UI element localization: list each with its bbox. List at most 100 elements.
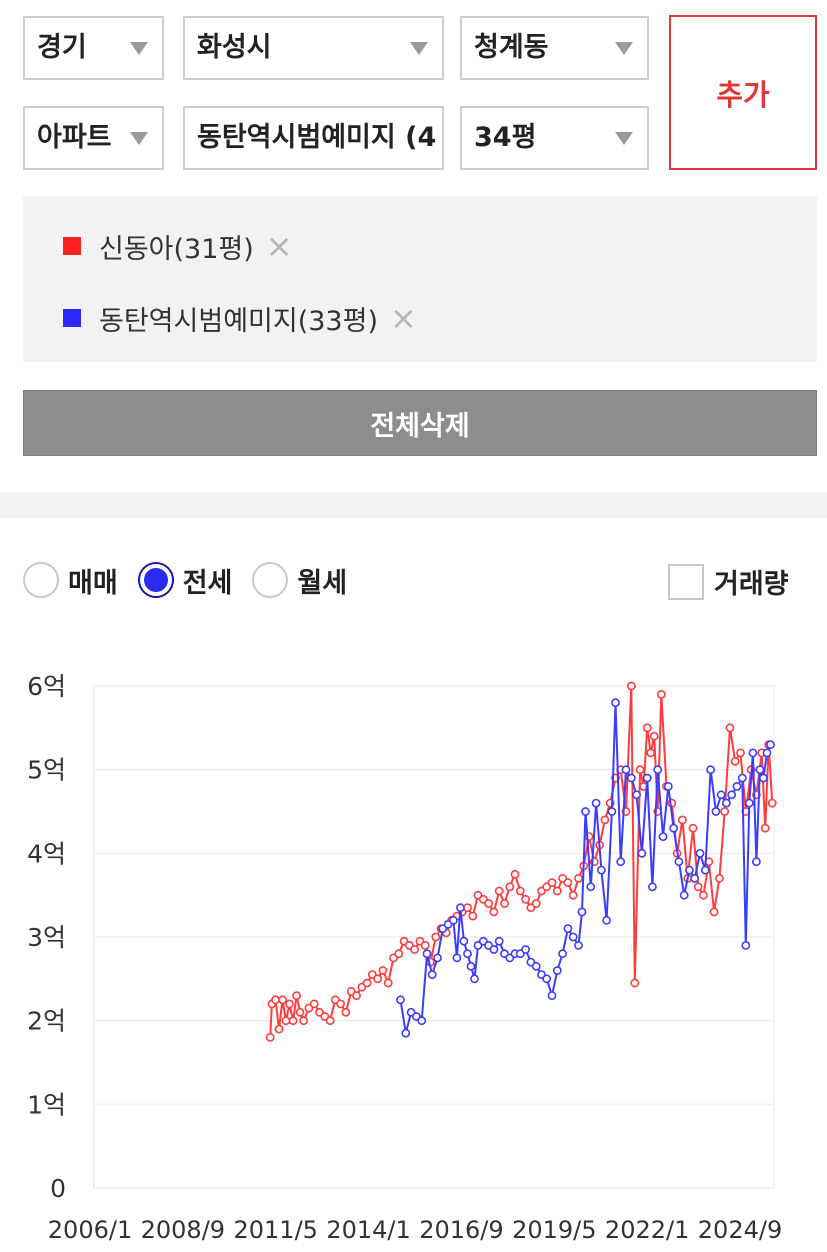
data-point [699, 890, 708, 900]
data-point [653, 765, 663, 775]
data-point [760, 823, 770, 833]
size-select[interactable]: 34평 [460, 106, 649, 170]
data-point [674, 857, 684, 867]
data-point [271, 995, 280, 1005]
type-select[interactable]: 아파트 [23, 106, 164, 170]
series-line [269, 685, 774, 1038]
data-point [732, 781, 742, 791]
volume-checkbox[interactable] [668, 563, 704, 600]
data-point [563, 924, 573, 933]
section-divider [0, 492, 827, 518]
close-icon[interactable]: × [265, 227, 293, 265]
data-point [452, 953, 462, 963]
chart-series [265, 681, 777, 1042]
data-point [470, 974, 479, 984]
radio-jeonse[interactable]: 전세 [137, 561, 232, 600]
data-point [626, 773, 636, 783]
data-point [581, 807, 590, 816]
compare-item-1: 신동아(31평) × [63, 226, 293, 266]
data-point [658, 832, 668, 841]
type-select-value: 아파트 [37, 122, 112, 153]
radio-monthly[interactable]: 월세 [252, 561, 347, 600]
data-point [695, 848, 705, 858]
chart-grid [93, 685, 775, 1189]
data-point [341, 1007, 351, 1017]
color-swatch [63, 309, 81, 327]
data-point [494, 886, 504, 896]
data-point [521, 945, 530, 954]
y-tick-label: 1억 [27, 1090, 66, 1119]
compare-list: 신동아(31평) × 동탄역시범예미지(33평) × [23, 196, 817, 362]
region-select-value: 경기 [37, 32, 87, 63]
data-point [433, 953, 442, 963]
data-point [547, 991, 557, 1000]
deal-type-radio-group: 매매 전세 월세 [23, 560, 367, 600]
volume-toggle[interactable]: 거래량 [668, 562, 789, 601]
volume-label: 거래량 [714, 569, 789, 600]
data-point [656, 690, 666, 699]
radio-sale[interactable]: 매매 [23, 561, 118, 600]
data-point [510, 869, 520, 879]
y-tick-label: 4억 [27, 839, 66, 868]
data-point [766, 740, 775, 749]
radio-label: 월세 [297, 567, 348, 599]
data-point [637, 848, 647, 858]
data-point [725, 723, 735, 733]
data-point [741, 940, 751, 950]
data-point [744, 798, 754, 808]
data-point [448, 915, 458, 925]
data-point [459, 936, 469, 946]
data-point [383, 978, 393, 988]
data-point [422, 949, 432, 959]
data-point [552, 966, 562, 975]
data-point [755, 765, 765, 775]
chevron-down-icon [615, 42, 633, 55]
data-point [574, 873, 583, 883]
complex-select-value: 동탄역시범예미지 (4 [197, 122, 437, 153]
data-point [468, 911, 478, 921]
x-tick-label: 2014/1 [326, 1216, 410, 1244]
data-point [568, 890, 578, 900]
data-point [602, 915, 611, 925]
data-point [325, 1016, 335, 1026]
data-point [431, 932, 441, 942]
chevron-down-icon [130, 42, 148, 55]
x-axis: 2006/1 2008/9 2011/5 2014/1 2016/9 2019/5 2022… [48, 1216, 782, 1244]
data-point [663, 781, 673, 791]
data-point [748, 748, 758, 758]
size-select-value: 34평 [474, 122, 537, 153]
y-axis: 0 1억 2억 3억 4억 5억 6억 [27, 672, 66, 1203]
data-point [521, 894, 530, 904]
data-point [630, 978, 640, 988]
region-select[interactable]: 경기 [23, 16, 164, 80]
data-point [505, 882, 515, 892]
data-point [410, 945, 419, 954]
radio-label: 매매 [68, 567, 118, 599]
radio-circle-icon[interactable] [23, 562, 59, 598]
compare-item-2: 동탄역시범예미지(33평) × [63, 298, 417, 338]
clear-all-button[interactable]: 전체삭제 [23, 390, 817, 456]
radio-circle-icon[interactable] [252, 562, 289, 598]
data-point [278, 995, 287, 1005]
x-tick-label: 2016/9 [419, 1216, 503, 1244]
x-tick-label: 2019/5 [512, 1216, 596, 1244]
add-button[interactable]: 추가 [669, 15, 817, 170]
data-point [378, 966, 388, 975]
dong-select[interactable]: 청계동 [460, 16, 649, 80]
y-tick-label: 5억 [27, 756, 66, 785]
data-point [611, 698, 620, 708]
data-point [295, 1007, 305, 1017]
data-point [552, 886, 562, 896]
x-tick-label: 2022/1 [605, 1216, 689, 1244]
complex-select[interactable]: 동탄역시범예미지 (4 [183, 106, 444, 170]
radio-circle-icon[interactable] [137, 562, 174, 598]
city-select[interactable]: 화성시 [183, 16, 444, 80]
data-point [489, 945, 499, 954]
compare-item-label: 동탄역시범예미지(33평) [99, 305, 378, 337]
data-point [727, 790, 737, 800]
chevron-down-icon [410, 42, 428, 55]
data-point [494, 936, 504, 946]
data-point [642, 723, 652, 733]
data-point [635, 765, 645, 775]
close-icon[interactable]: × [389, 299, 417, 337]
